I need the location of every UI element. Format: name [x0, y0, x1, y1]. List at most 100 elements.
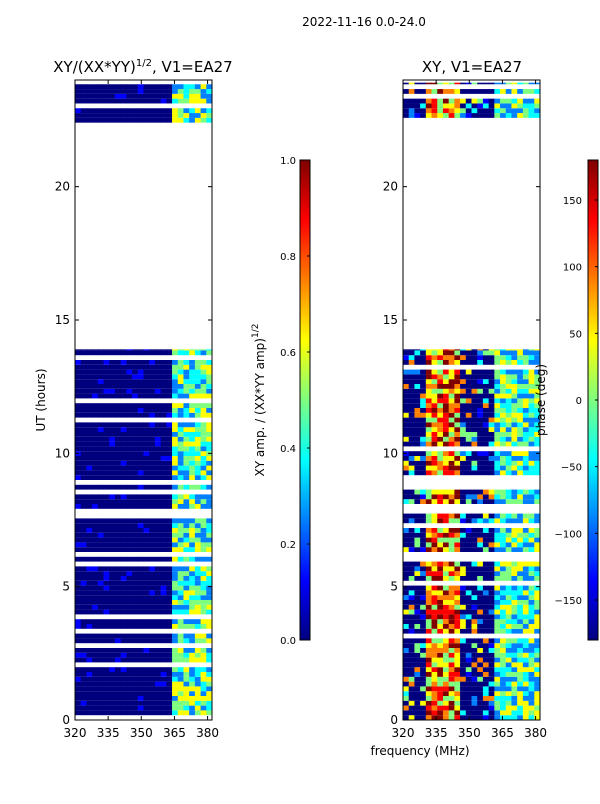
heat-cell	[437, 360, 444, 365]
heat-cell	[154, 652, 162, 658]
heat-cell	[92, 360, 99, 365]
heat-cell	[120, 667, 127, 672]
heat-cell	[425, 350, 432, 356]
heat-cell	[132, 108, 139, 114]
heat-cell	[465, 349, 472, 351]
heat-cell	[403, 652, 410, 658]
heat-cell	[120, 379, 127, 384]
heat-cell	[488, 657, 495, 663]
heat-cell	[448, 691, 455, 696]
heat-cell	[500, 470, 507, 476]
heat-cell	[517, 456, 524, 461]
heat-cell	[126, 364, 133, 370]
heat-cell	[154, 432, 162, 437]
heat-cell	[177, 504, 184, 509]
heat-cell	[166, 388, 173, 394]
heat-cell	[109, 84, 116, 90]
heat-cell	[442, 576, 450, 581]
heat-cell	[149, 108, 156, 114]
heat-cell	[189, 576, 196, 581]
heat-cell	[517, 624, 524, 629]
heat-cell	[97, 93, 104, 99]
heat-cell	[200, 700, 207, 706]
heat-cell	[420, 643, 427, 648]
heat-cell	[143, 475, 150, 480]
heat-cell	[194, 364, 201, 370]
heat-cell	[172, 499, 179, 504]
heat-cell	[75, 499, 82, 504]
heat-cell	[488, 676, 495, 682]
heat-cell	[517, 374, 524, 380]
heat-cell	[460, 349, 467, 351]
heat-cell	[454, 700, 461, 706]
heat-cell	[425, 662, 432, 668]
heat-cell	[425, 355, 432, 360]
heat-cell	[482, 614, 490, 620]
heat-cell	[160, 374, 167, 380]
heat-cell	[86, 412, 93, 418]
heat-cell	[414, 379, 421, 384]
heat-cell	[460, 547, 467, 552]
heat-cell	[517, 576, 524, 581]
heat-cell	[437, 576, 444, 581]
heat-cell	[511, 98, 518, 104]
heat-cell	[511, 408, 518, 413]
heat-cell	[172, 657, 179, 663]
heat-cell	[528, 667, 535, 672]
heat-cell	[172, 393, 179, 399]
heat-cell	[80, 412, 87, 418]
heat-cell	[160, 364, 167, 370]
heat-cell	[160, 710, 167, 716]
heat-cell	[86, 600, 93, 605]
heat-cell	[149, 350, 156, 356]
heat-cell	[189, 422, 196, 428]
heat-cell	[137, 609, 144, 615]
heat-cell	[103, 113, 110, 118]
heat-cell	[442, 113, 450, 118]
heat-cell	[425, 398, 432, 404]
heat-cell	[114, 113, 122, 118]
heat-cell	[517, 108, 524, 114]
heat-cell	[109, 705, 116, 711]
heat-cell	[200, 638, 207, 644]
heat-cell	[448, 393, 455, 399]
heat-cell	[494, 585, 501, 591]
heat-cell	[200, 384, 207, 389]
heat-cell	[183, 648, 190, 653]
heat-cell	[511, 349, 518, 351]
heat-cell	[528, 113, 535, 118]
heat-cell	[477, 518, 484, 524]
heat-cell	[460, 403, 467, 408]
heat-cell	[183, 360, 190, 365]
heat-cell	[143, 432, 150, 437]
heat-cell	[420, 585, 427, 591]
heat-cell	[143, 652, 150, 658]
heat-cell	[120, 412, 127, 418]
heat-cell	[505, 715, 512, 720]
heat-cell	[206, 518, 213, 524]
heat-cell	[522, 624, 529, 629]
heat-cell	[477, 705, 484, 711]
heat-cell	[403, 350, 410, 356]
heat-cell	[120, 451, 127, 456]
heat-cell	[120, 89, 127, 94]
heat-cell	[109, 542, 116, 548]
heat-cell	[177, 619, 184, 624]
heat-cell	[149, 604, 156, 610]
heat-cell	[137, 475, 144, 480]
heat-cell	[132, 648, 139, 653]
heat-cell	[75, 667, 82, 672]
heat-cell	[97, 484, 104, 490]
heat-cell	[137, 499, 144, 504]
heat-cell	[431, 676, 438, 682]
heat-cell	[431, 412, 438, 418]
heat-cell	[92, 590, 99, 596]
heat-cell	[408, 460, 415, 466]
heat-cell	[454, 360, 461, 365]
heat-cell	[206, 388, 213, 394]
heat-cell	[465, 614, 472, 620]
heat-cell	[477, 604, 484, 610]
heat-cell	[86, 672, 93, 677]
heat-cell	[143, 446, 150, 452]
heat-cell	[189, 117, 196, 123]
